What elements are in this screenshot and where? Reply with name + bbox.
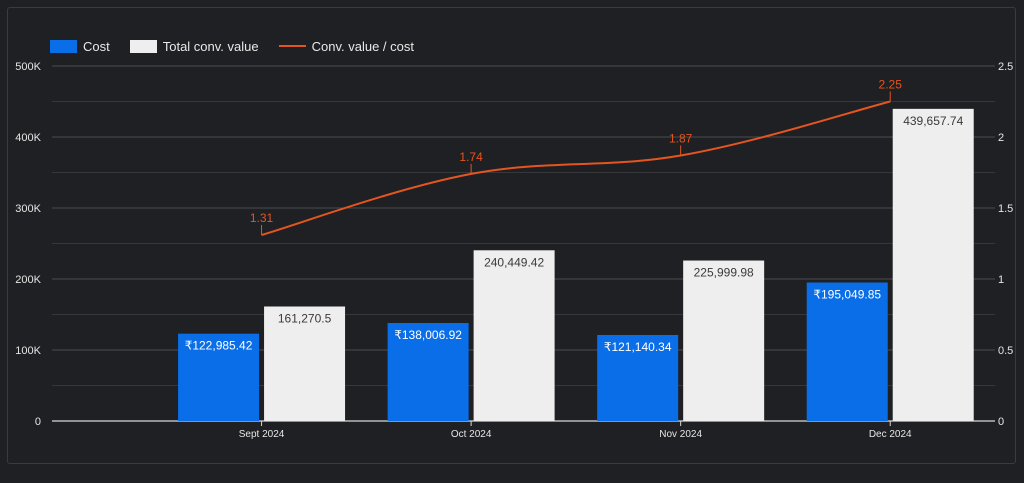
y-right-tick-label: 0.5 <box>998 345 1013 357</box>
legend-item-conv-value-per-cost[interactable]: Conv. value / cost <box>278 38 414 54</box>
total-conv-value-bar <box>264 306 346 421</box>
cost-bar-data-label: ₹121,140.34 <box>604 340 672 354</box>
legend-item-cost[interactable]: Cost <box>50 39 110 54</box>
x-tick-label: Oct 2024 <box>451 429 492 440</box>
y-right-tick-label: 2.5 <box>998 61 1013 73</box>
legend-label-cost: Cost <box>83 38 110 54</box>
total-conv-value-bar-data-label: 439,657.74 <box>903 114 963 128</box>
x-tick-label: Sept 2024 <box>239 429 285 440</box>
total-conv-value-bar <box>473 250 555 421</box>
legend-swatch-cost <box>50 39 77 53</box>
y-left-tick-label: 100K <box>15 345 41 357</box>
legend-item-total-conv-value[interactable]: Total conv. value <box>129 38 259 54</box>
legend-swatch-total-conv-value <box>129 39 157 53</box>
y-left-tick-label: 400K <box>15 132 41 144</box>
y-left-tick-label: 0 <box>35 416 41 428</box>
conv-value-per-cost-data-label: 1.74 <box>459 150 483 164</box>
total-conv-value-bar <box>683 260 765 421</box>
cost-bar <box>387 323 469 421</box>
cost-bar-data-label: ₹122,985.42 <box>185 339 253 353</box>
conv-value-per-cost-data-label: 1.87 <box>669 131 693 145</box>
cost-bar <box>597 334 679 421</box>
y-right-tick-label: 0 <box>998 416 1004 428</box>
legend-label-total-conv-value: Total conv. value <box>162 38 259 54</box>
y-left-tick-label: 300K <box>15 203 41 215</box>
conv-value-per-cost-data-label: 2.25 <box>879 78 903 92</box>
total-conv-value-bar <box>892 108 974 421</box>
total-conv-value-bar-data-label: 225,999.98 <box>694 266 754 280</box>
conv-value-per-cost-line <box>261 100 891 236</box>
chart-legend: Cost Total conv. value Conv. value / cos… <box>50 38 414 54</box>
y-right-tick-label: 2 <box>998 132 1004 144</box>
legend-swatch-conv-value-per-cost <box>278 45 306 47</box>
total-conv-value-bar-data-label: 161,270.5 <box>278 311 332 325</box>
y-left-tick-label: 200K <box>15 274 41 286</box>
x-tick-label: Nov 2024 <box>659 429 702 440</box>
y-right-tick-label: 1 <box>998 274 1004 286</box>
x-tick-label: Dec 2024 <box>869 429 912 440</box>
conv-value-per-cost-data-label: 1.31 <box>250 211 274 225</box>
cost-bar <box>806 282 888 421</box>
y-right-tick-label: 1.5 <box>998 203 1013 215</box>
cost-bar-data-label: ₹138,006.92 <box>394 328 462 342</box>
cost-bar-data-label: ₹195,049.85 <box>813 288 881 302</box>
total-conv-value-bar-data-label: 240,449.42 <box>484 255 544 269</box>
y-left-tick-label: 500K <box>15 61 41 73</box>
legend-label-conv-value-per-cost: Conv. value / cost <box>311 38 414 54</box>
cost-bar <box>178 333 260 421</box>
